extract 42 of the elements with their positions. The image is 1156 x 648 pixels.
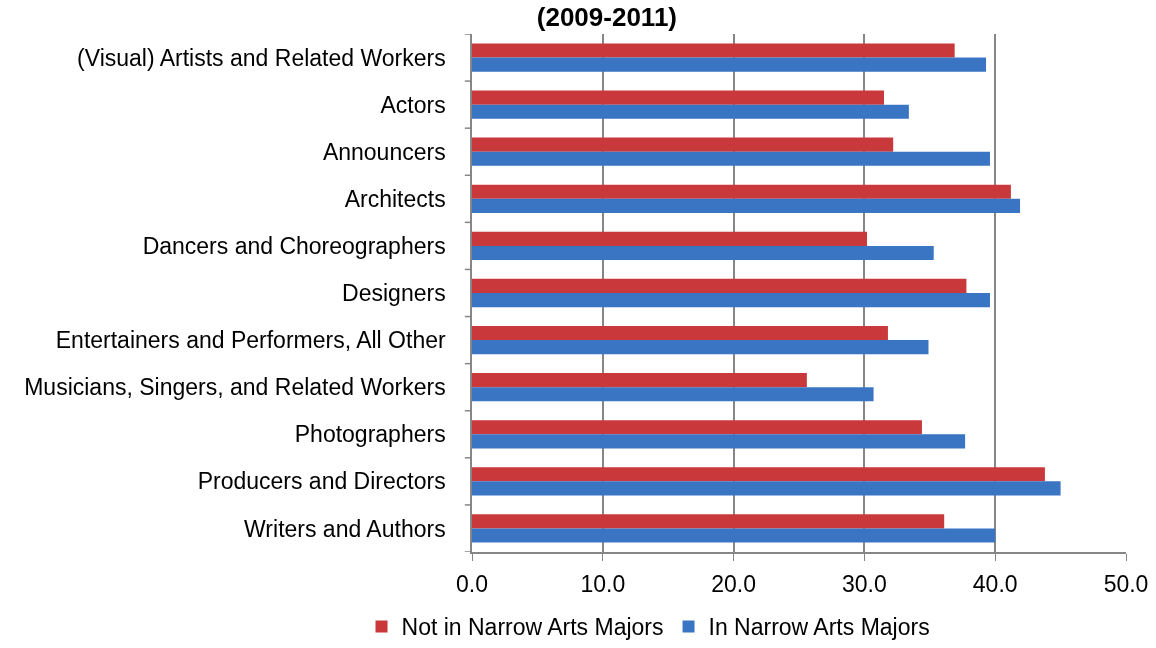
bar <box>472 293 990 308</box>
bar <box>472 90 885 105</box>
bar <box>472 198 1021 213</box>
chart-title: (2009-2011) <box>536 1 678 32</box>
bar <box>472 434 966 449</box>
x-tick-label: 0.0 <box>456 571 488 598</box>
y-tick-label: Writers and Authors <box>244 515 446 542</box>
y-tick-label: Musicians, Singers, and Related Workers <box>24 374 446 401</box>
x-tick-label: 40.0 <box>972 571 1018 598</box>
y-tick-label: Producers and Directors <box>197 468 446 495</box>
y-tick-label: (Visual) Artists and Related Workers <box>77 44 446 71</box>
y-tick-label: Photographers <box>294 421 446 448</box>
y-tick-label: Dancers and Choreographers <box>142 232 446 259</box>
y-tick-label: Architects <box>344 185 446 212</box>
bar <box>472 373 807 388</box>
legend-label: Not in Narrow Arts Majors <box>401 614 664 641</box>
bar <box>472 528 996 543</box>
bar <box>472 387 874 402</box>
y-tick-label: Entertainers and Performers, All Other <box>55 327 446 354</box>
bar <box>472 184 1011 199</box>
x-tick-label: 30.0 <box>842 571 887 598</box>
bar <box>472 245 934 261</box>
bar <box>472 43 955 58</box>
bar <box>472 420 922 435</box>
bar <box>472 104 909 119</box>
y-tick-label: Announcers <box>322 138 446 165</box>
bar <box>472 481 1061 496</box>
bar <box>472 340 929 355</box>
x-tick-label: 10.0 <box>580 571 626 598</box>
bar <box>472 151 990 166</box>
bar <box>472 137 894 152</box>
y-tick-label: Actors <box>380 91 446 118</box>
x-tick-label: 20.0 <box>711 571 756 598</box>
bar <box>472 467 1045 482</box>
bar <box>472 325 888 341</box>
bar <box>472 278 967 293</box>
bar <box>472 231 868 246</box>
bar <box>472 57 987 72</box>
legend-label: In Narrow Arts Majors <box>708 614 930 641</box>
y-tick-label: Designers <box>342 280 446 307</box>
x-tick-label: 50.0 <box>1103 571 1149 598</box>
bar <box>472 514 945 529</box>
